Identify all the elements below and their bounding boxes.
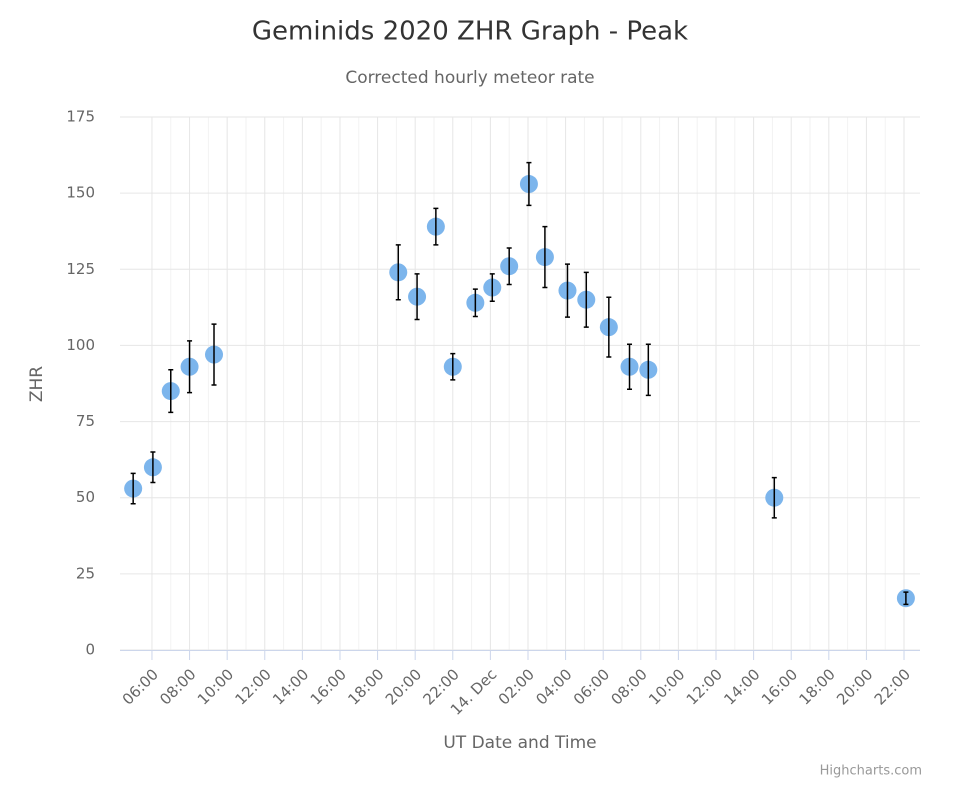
error-bar [771,476,777,519]
y-tick-label: 75 [76,412,95,430]
x-tick-label: 08:00 [156,665,199,708]
x-tick-label: 18:00 [344,665,387,708]
x-axis-label: UT Date and Time [443,733,596,753]
error-bar [187,340,193,394]
error-bar [472,288,478,318]
x-tick-label: 12:00 [231,665,274,708]
x-tick-label: 06:00 [119,665,162,708]
x-tick-label: 22:00 [871,665,914,708]
credits[interactable]: Highcharts.com [820,764,922,779]
error-bar [168,369,174,414]
error-bar [150,451,156,484]
y-tick-label: 175 [66,108,95,126]
x-tick-label: 14:00 [269,665,312,708]
x-tick-label: 04:00 [532,665,575,708]
x-tick-label: 12:00 [683,665,726,708]
x-tick-label: 20:00 [833,665,876,708]
error-bar [395,244,401,301]
y-axis-label: ZHR [27,366,47,402]
error-bar [450,352,456,381]
error-bar [606,296,612,358]
x-tick-label: 10:00 [645,665,688,708]
x-tick-label: 10:00 [194,665,237,708]
y-tick-label: 50 [76,488,95,506]
x-tick-label: 18:00 [796,665,839,708]
x-tick-label: 16:00 [758,665,801,708]
chart-subtitle: Corrected hourly meteor rate [345,68,594,88]
error-bar [645,343,651,397]
error-bar [130,472,136,505]
error-bar [211,323,217,386]
y-tick-label: 25 [76,564,95,582]
error-bar [627,343,633,391]
error-bar [542,225,548,289]
error-bar [414,273,420,321]
error-bar [526,161,532,207]
error-bar [489,273,495,303]
x-tick-label: 08:00 [608,665,651,708]
x-tick-label: 20:00 [382,665,425,708]
x-tick-label: 02:00 [495,665,538,708]
x-tick-label: 16:00 [307,665,350,708]
error-bar [506,247,512,286]
error-bar [564,263,570,318]
y-tick-label: 150 [66,184,95,202]
y-tick-label: 0 [85,641,95,659]
error-bar [433,207,439,246]
error-bar [583,271,589,328]
chart-title: Geminids 2020 ZHR Graph - Peak [252,17,688,47]
y-tick-label: 100 [66,336,95,354]
y-tick-label: 125 [66,260,95,278]
x-tick-label: 14:00 [720,665,763,708]
x-tick-label: 06:00 [570,665,613,708]
error-bar [903,591,909,606]
